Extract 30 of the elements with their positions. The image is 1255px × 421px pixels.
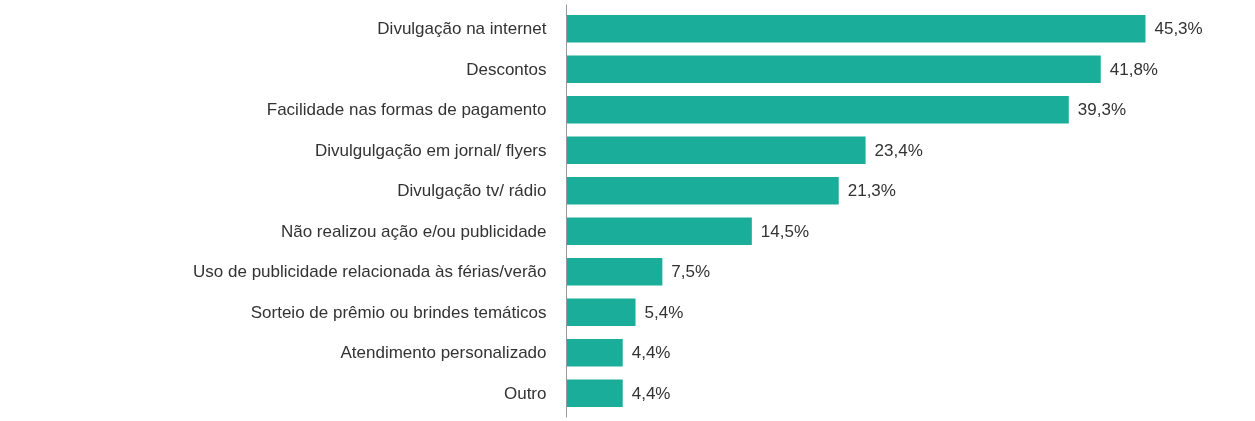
data-label: 23,4%: [874, 140, 923, 160]
data-label: 14,5%: [760, 221, 810, 241]
y-tick-label: Não realizou ação e/ou publicidade: [280, 221, 547, 241]
data-label: 4,4%: [631, 383, 671, 403]
bar: [566, 257, 663, 286]
y-tick-label: Divulgulgação em jornal/ flyers: [315, 140, 547, 160]
y-tick-label: Facilidade nas formas de pagamento: [266, 100, 547, 120]
data-label: 7,5%: [671, 262, 711, 282]
bar: [566, 96, 1069, 124]
data-label: 5,4%: [644, 302, 684, 322]
y-tick-label: Sorteio de prêmio ou brindes temáticos: [250, 302, 547, 322]
data-label: 4,4%: [631, 343, 671, 363]
bar: [566, 136, 866, 165]
y-tick-label: Descontos: [466, 59, 547, 79]
data-label: 21,3%: [847, 181, 896, 201]
y-tick-label: Divulgação na internet: [377, 19, 547, 39]
bar: [566, 338, 623, 367]
y-tick-label: Atendimento personalizado: [340, 343, 547, 363]
bar: [566, 176, 839, 205]
bar: [566, 379, 623, 407]
bar: [566, 55, 1101, 84]
data-label: 45,3%: [1154, 19, 1203, 39]
data-label: 39,3%: [1077, 100, 1127, 120]
bar: [566, 298, 636, 326]
bar: [566, 217, 752, 246]
y-tick-label: Divulgação tv/ rádio: [397, 181, 547, 201]
y-tick-label: Outro: [503, 383, 547, 403]
data-label: 41,8%: [1109, 59, 1158, 79]
y-tick-label: Uso de publicidade relacionada às férias/verão: [193, 262, 547, 282]
bar: [566, 15, 1146, 43]
